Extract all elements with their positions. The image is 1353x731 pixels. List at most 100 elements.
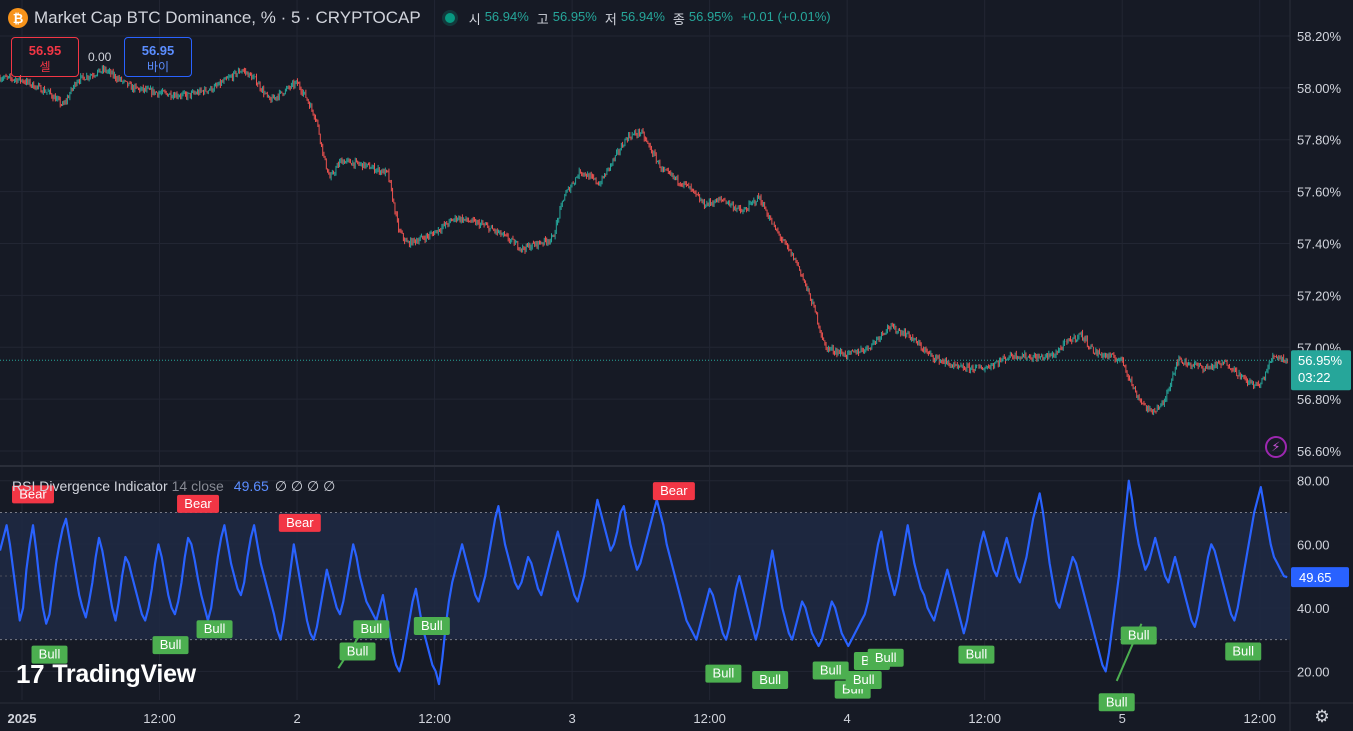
buy-price: 56.95	[141, 43, 175, 58]
sell-button[interactable]: 56.95 셀	[11, 37, 79, 77]
tradingview-wordmark: TradingView	[52, 660, 196, 688]
bull-label-box	[1098, 693, 1135, 712]
indicator-value: 49.65	[233, 478, 269, 494]
last-price-tag	[1291, 350, 1351, 391]
time-tick-label: 12:00	[418, 711, 451, 726]
bear-label-text: Bear	[660, 483, 688, 498]
lightning-icon[interactable]: ⚡	[1265, 436, 1287, 458]
last-rsi-tag	[1291, 567, 1349, 588]
bull-label-text: Bull	[160, 637, 182, 652]
market-status-dot[interactable]	[444, 13, 455, 23]
bull-signal: Bull	[867, 648, 904, 667]
bull-label-box	[31, 645, 68, 664]
indicator-params: 14 close	[171, 478, 224, 494]
indicator-legend[interactable]: RSI Divergence Indicator 14 close 49.65 ∅ ∅…	[12, 478, 335, 495]
bull-label-box	[196, 620, 233, 639]
time-tick-label: 5	[1119, 711, 1126, 726]
bull-label-box	[958, 645, 995, 664]
bull-label-text: Bull	[713, 666, 735, 681]
bull-label-box	[867, 648, 904, 667]
bull-label-text: Bull	[759, 672, 781, 687]
time-tick-label: 12:00	[693, 711, 726, 726]
rsi-tick-label: 20.00	[1297, 664, 1330, 679]
price-axis: 58.20%58.00%57.80%57.60%57.40%57.20%57.0…	[1297, 29, 1342, 459]
spread-value: 0.00	[88, 50, 112, 64]
bull-signal: Bull	[31, 645, 68, 664]
indicator-name[interactable]: RSI Divergence Indicator	[12, 478, 168, 494]
price-tick-label: 57.40%	[1297, 236, 1342, 251]
bull-label-box	[353, 620, 390, 639]
bear-label-text: Bear	[286, 515, 314, 530]
bull-signal: Bull	[1225, 642, 1262, 661]
high-value: 56.95%	[552, 8, 597, 24]
time-tick-label: 2025	[8, 711, 37, 726]
chart-header: ₿ Market Cap BTC Dominance, % · 5 · CRYP…	[8, 6, 835, 30]
bull-label-box	[413, 617, 450, 636]
bull-label-text: Bull	[421, 618, 443, 633]
bull-signal: Bull	[845, 671, 882, 690]
bull-label-text: Bull	[875, 650, 897, 665]
bull-label-box	[152, 636, 189, 655]
bear-label-text: Bear	[184, 496, 212, 511]
bull-signal: Bull	[353, 620, 390, 639]
bull-label-text: Bull	[204, 621, 226, 636]
bull-signal: Bull	[1098, 693, 1135, 712]
last-value-tags: 56.95% 03:22 49.65	[1291, 350, 1351, 588]
bull-label-text: Bull	[1232, 643, 1254, 658]
last-rsi-text: 49.65	[1299, 570, 1332, 585]
bull-label-box	[339, 642, 376, 661]
close-label: 종	[672, 11, 685, 27]
bull-signal: Bull	[413, 617, 450, 636]
close-value: 56.95%	[688, 8, 733, 24]
price-tick-label: 57.80%	[1297, 133, 1342, 148]
bear-signal: Bear	[652, 482, 695, 501]
rsi-series-line	[0, 479, 1288, 686]
bull-label-text: Bull	[347, 643, 369, 658]
price-tick-label: 57.60%	[1297, 185, 1342, 200]
buy-button[interactable]: 56.95 바이	[124, 37, 192, 77]
bull-label-text: Bull	[820, 663, 842, 678]
bear-label-box	[177, 494, 220, 513]
bull-label-text: Bull	[1106, 694, 1128, 709]
ohlc-values: 시 56.94% 고 56.95% 저 56.94% 종 56.95% +0.01 (+…	[469, 9, 835, 28]
bull-label-text: Bull	[39, 647, 61, 662]
time-tick-label: 12:00	[1243, 711, 1276, 726]
price-tick-label: 58.20%	[1297, 29, 1342, 44]
price-candles[interactable]	[0, 65, 1290, 416]
bull-label-box	[845, 671, 882, 690]
bull-signal: Bull	[705, 664, 742, 683]
rsi-tick-label: 60.00	[1297, 537, 1330, 552]
gear-icon[interactable]: ⚙	[1314, 707, 1330, 726]
bitcoin-icon: ₿	[8, 8, 28, 28]
time-tick-label: 12:00	[143, 711, 176, 726]
sell-label: 셀	[39, 60, 51, 74]
sell-price: 56.95	[28, 43, 62, 58]
last-price-text: 56.95%	[1298, 353, 1343, 368]
price-tick-label: 57.20%	[1297, 288, 1342, 303]
tradingview-logo[interactable]: 17 TradingView	[16, 659, 196, 690]
bear-signal: Bear	[278, 513, 321, 532]
low-value: 56.94%	[620, 8, 665, 24]
bull-label-text: Bull	[360, 621, 382, 636]
bull-signal: Bull	[339, 642, 376, 661]
bull-label-box	[1120, 626, 1157, 645]
high-label: 고	[536, 11, 549, 27]
open-label: 시	[468, 11, 481, 27]
time-tick-label: 4	[844, 711, 851, 726]
countdown-text: 03:22	[1298, 370, 1331, 385]
symbol-title[interactable]: Market Cap BTC Dominance, % · 5 · CRYPTO…	[34, 8, 421, 27]
indicator-extras: ∅ ∅ ∅ ∅	[274, 478, 336, 494]
price-tick-label: 58.00%	[1297, 81, 1342, 96]
bull-signal: Bull	[152, 636, 189, 655]
bull-label-text: Bull	[853, 672, 875, 687]
open-value: 56.94%	[484, 8, 529, 24]
change-value: +0.01 (+0.01%)	[740, 8, 831, 24]
bear-label-box	[278, 513, 321, 532]
bull-signal: Bull	[1120, 626, 1157, 645]
bear-label-box	[652, 482, 695, 501]
price-tick-label: 56.80%	[1297, 392, 1342, 407]
rsi-tick-label: 80.00	[1297, 474, 1330, 489]
price-tick-label: 56.60%	[1297, 444, 1342, 459]
